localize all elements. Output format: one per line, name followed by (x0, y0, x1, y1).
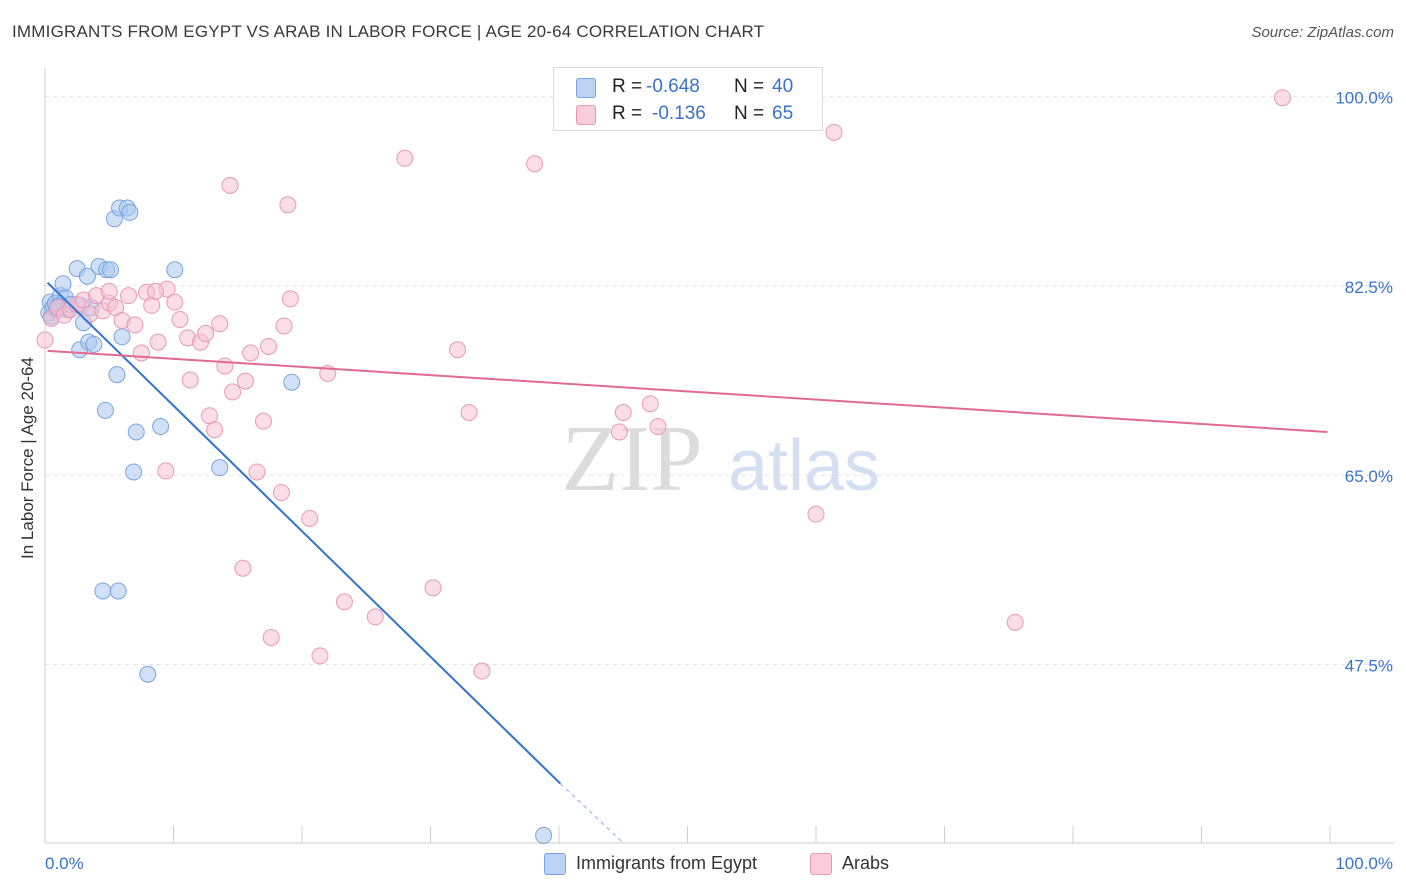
bottom-legend-label-egypt: Immigrants from Egypt (576, 853, 758, 873)
arabs-point (132, 344, 150, 362)
source-label: Source: ZipAtlas.com (1251, 24, 1394, 41)
arabs-point (366, 608, 384, 626)
arabs-point (120, 287, 138, 305)
y-tick-label: 82.5% (1345, 278, 1393, 297)
x-tick-label: 100.0% (1335, 854, 1393, 873)
arabs-point (242, 344, 260, 362)
legend-swatch-egypt (576, 78, 596, 98)
arabs-point (641, 395, 659, 413)
egypt-point (127, 423, 145, 441)
egypt-point (85, 335, 103, 353)
egypt-point (54, 275, 72, 293)
egypt-point (211, 459, 229, 477)
arabs-point (610, 423, 628, 441)
legend-n-value: 65 (772, 103, 794, 124)
arabs-point (236, 372, 254, 390)
legend-r-value: -0.648 (646, 76, 700, 97)
arabs-point (171, 310, 189, 328)
arabs-point (1273, 89, 1291, 107)
arabs-point (301, 509, 319, 527)
arabs-point (275, 317, 293, 335)
x-tick-label: 0.0% (45, 854, 84, 873)
egypt-point (283, 373, 301, 391)
y-tick-label: 65.0% (1345, 467, 1393, 486)
egypt-point (113, 328, 131, 346)
arabs-point (460, 403, 478, 421)
arabs-point (825, 123, 843, 141)
arabs-point (100, 282, 118, 300)
egypt-point (139, 665, 157, 683)
arabs-point (149, 333, 167, 351)
arabs-point (807, 505, 825, 523)
arabs-point (260, 338, 278, 356)
arabs-point (526, 155, 544, 173)
egypt-point (94, 582, 112, 600)
egypt-point (109, 582, 127, 600)
chart-title: IMMIGRANTS FROM EGYPT VS ARAB IN LABOR F… (12, 22, 765, 41)
arabs-point (279, 196, 297, 214)
arabs-point (157, 462, 175, 480)
egypt-point (96, 401, 114, 419)
bottom-legend-swatch-egypt (544, 853, 566, 875)
arabs-point (216, 357, 234, 375)
arabs-point (206, 421, 224, 439)
arabs-point (448, 341, 466, 359)
arabs-point (1006, 613, 1024, 631)
legend-r-label: R = (612, 76, 643, 97)
arabs-point (221, 176, 239, 194)
egypt-point (152, 418, 170, 436)
egypt-point (125, 463, 143, 481)
arabs-point (147, 282, 165, 300)
legend-n-label: N = (734, 76, 765, 97)
arabs-point (181, 371, 199, 389)
legend-n-value: 40 (772, 76, 794, 97)
egypt-point (166, 261, 184, 279)
egypt-point (535, 826, 553, 844)
arabs-point (248, 463, 266, 481)
legend-n-label: N = (734, 103, 765, 124)
arabs-point (272, 484, 290, 502)
arabs-point (166, 293, 184, 311)
arabs-point (335, 593, 353, 611)
arabs-point (234, 559, 252, 577)
arabs-point (143, 296, 161, 314)
arabs-point (311, 647, 329, 665)
arabs-point (211, 315, 229, 333)
arabs-point (262, 628, 280, 646)
watermark-zip: ZIP (562, 407, 703, 511)
arabs-point (126, 316, 144, 334)
arabs-point (197, 325, 215, 343)
egypt-point (78, 267, 96, 285)
arabs-point (281, 290, 299, 308)
legend-r-value: -0.136 (652, 103, 706, 124)
arabs-point (224, 383, 242, 401)
y-tick-label: 47.5% (1345, 657, 1393, 676)
arabs-point (473, 662, 491, 680)
egypt-trend-line (46, 281, 561, 785)
egypt-point (108, 366, 126, 384)
arabs-trend-line (47, 349, 1328, 433)
arabs-point (36, 331, 54, 349)
egypt-point (121, 203, 139, 221)
legend-swatch-arabs (576, 105, 596, 125)
y-tick-label: 100.0% (1335, 89, 1393, 108)
egypt-point (102, 261, 120, 279)
arabs-point (254, 412, 272, 430)
stats-legend: R = -0.648 N = 40 R = -0.136 N = 65 (553, 67, 823, 131)
bottom-legend-label-arabs: Arabs (842, 853, 890, 873)
bottom-legend-swatch-arabs (810, 853, 832, 875)
arabs-point (424, 579, 442, 597)
arabs-point (649, 418, 667, 436)
legend-r-label: R = (612, 103, 643, 124)
arabs-point (614, 403, 632, 421)
egypt-trend-extension (559, 783, 624, 844)
watermark-atlas: atlas (728, 426, 880, 506)
arabs-point (396, 149, 414, 167)
